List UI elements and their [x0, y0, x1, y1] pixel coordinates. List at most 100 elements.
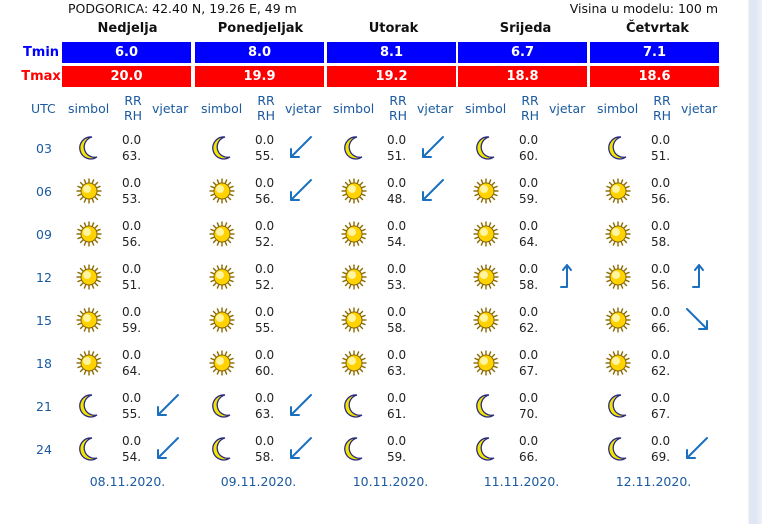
rr-rh-header: RR RH — [518, 93, 542, 123]
moon-icon — [340, 435, 368, 463]
utc-hour-label: 21 — [36, 399, 52, 414]
rh-value: 59. — [519, 192, 539, 206]
rh-header: RH — [652, 108, 672, 123]
rh-value: 61. — [387, 407, 407, 421]
moon-icon — [208, 392, 236, 420]
rr-header: RR — [653, 93, 671, 108]
rh-value: 70. — [519, 407, 539, 421]
moon-icon — [472, 435, 500, 463]
rr-value: 0.0 — [519, 348, 539, 362]
day-name: Srijeda — [499, 21, 552, 36]
wind-header: vjetar — [285, 101, 322, 116]
moon-icon — [340, 134, 368, 162]
rh-value: 52. — [255, 278, 275, 292]
rr-value: 0.0 — [519, 434, 539, 448]
wind-arrow-icon — [287, 176, 315, 204]
rh-value: 51. — [651, 149, 671, 163]
rr-value: 0.0 — [387, 348, 407, 362]
wind-header: vjetar — [681, 101, 718, 116]
sun-icon — [208, 306, 236, 334]
rh-value: 59. — [122, 321, 142, 335]
rh-value: 60. — [519, 149, 539, 163]
rr-value: 0.0 — [519, 305, 539, 319]
sun-icon — [208, 220, 236, 248]
rr-value: 0.0 — [122, 176, 142, 190]
rr-value: 0.0 — [122, 348, 142, 362]
rh-value: 63. — [387, 364, 407, 378]
sun-icon — [604, 263, 632, 291]
moon-icon — [208, 134, 236, 162]
rh-value: 56. — [651, 278, 671, 292]
moon-icon — [472, 134, 500, 162]
rh-value: 59. — [387, 450, 407, 464]
rh-value: 56. — [122, 235, 142, 249]
rr-value: 0.0 — [387, 434, 407, 448]
wind-header: vjetar — [549, 101, 586, 116]
day-name: Ponedjeljak — [217, 21, 304, 36]
rr-rh-header: RR RH — [121, 93, 145, 123]
rr-value: 0.0 — [122, 262, 142, 276]
symbol-header: simbol — [597, 101, 639, 116]
rr-value: 0.0 — [519, 133, 539, 147]
rh-value: 54. — [387, 235, 407, 249]
rr-value: 0.0 — [651, 305, 671, 319]
tmax-label: Tmax — [21, 69, 61, 84]
rr-value: 0.0 — [255, 219, 275, 233]
wind-arrow-icon — [287, 434, 315, 462]
utc-hour-label: 12 — [36, 270, 52, 285]
wind-arrow-icon — [287, 133, 315, 161]
tmax-cell: 19.9 — [195, 66, 324, 87]
sun-icon — [340, 177, 368, 205]
sun-icon — [604, 306, 632, 334]
rh-value: 64. — [519, 235, 539, 249]
rr-header: RR — [124, 93, 142, 108]
rh-value: 69. — [651, 450, 671, 464]
sun-icon — [75, 220, 103, 248]
tmin-cell: 8.0 — [195, 42, 324, 63]
sun-icon — [208, 177, 236, 205]
utc-hour-label: 18 — [36, 356, 52, 371]
sun-icon — [75, 263, 103, 291]
rr-header: RR — [389, 93, 407, 108]
rh-value: 58. — [651, 235, 671, 249]
date-label: 10.11.2020. — [352, 474, 429, 489]
tmax-row: Tmax 20.0 19.9 19.2 18.8 18.6 — [20, 66, 720, 87]
rr-rh-header: RR RH — [386, 93, 410, 123]
rr-header: RR — [521, 93, 539, 108]
rr-value: 0.0 — [255, 262, 275, 276]
rh-value: 55. — [255, 321, 275, 335]
rr-value: 0.0 — [651, 391, 671, 405]
rr-value: 0.0 — [651, 133, 671, 147]
moon-icon — [472, 392, 500, 420]
rr-value: 0.0 — [122, 133, 142, 147]
wind-arrow-icon — [419, 133, 447, 161]
sun-icon — [472, 349, 500, 377]
wind-arrow-icon — [154, 434, 182, 462]
date-label: 08.11.2020. — [89, 474, 166, 489]
rh-value: 66. — [651, 321, 671, 335]
day-name: Nedjelja — [97, 21, 158, 36]
rh-value: 67. — [519, 364, 539, 378]
wind-header: vjetar — [417, 101, 454, 116]
sun-icon — [340, 263, 368, 291]
wind-arrow-icon — [683, 434, 711, 462]
rh-value: 51. — [387, 149, 407, 163]
wind-arrow-icon — [419, 176, 447, 204]
rh-header: RH — [256, 108, 276, 123]
rr-value: 0.0 — [255, 434, 275, 448]
rh-value: 66. — [519, 450, 539, 464]
utc-hour-label: 09 — [36, 227, 52, 242]
rr-value: 0.0 — [651, 176, 671, 190]
moon-icon — [604, 435, 632, 463]
rh-value: 52. — [255, 235, 275, 249]
utc-hour-label: 24 — [36, 442, 52, 457]
wind-arrow-icon — [287, 391, 315, 419]
rh-header: RH — [520, 108, 540, 123]
moon-icon — [75, 134, 103, 162]
wind-arrow-icon — [154, 391, 182, 419]
rh-value: 62. — [651, 364, 671, 378]
rh-value: 54. — [122, 450, 142, 464]
rh-value: 62. — [519, 321, 539, 335]
tmin-cell: 8.1 — [327, 42, 456, 63]
rr-value: 0.0 — [255, 391, 275, 405]
